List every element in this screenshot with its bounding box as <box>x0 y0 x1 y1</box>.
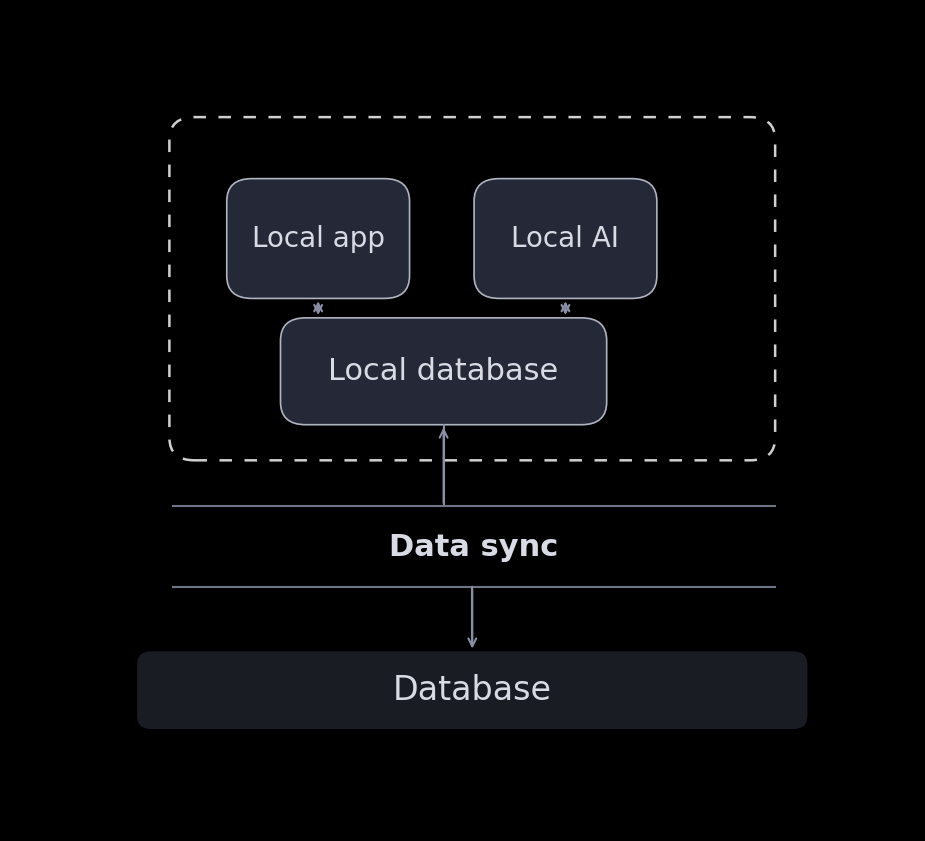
Text: Local database: Local database <box>328 357 559 386</box>
Text: Local app: Local app <box>252 225 385 252</box>
Text: Data sync: Data sync <box>389 533 559 563</box>
FancyBboxPatch shape <box>137 651 808 729</box>
Text: Database: Database <box>393 674 552 706</box>
Text: Local AI: Local AI <box>512 225 620 252</box>
FancyBboxPatch shape <box>474 178 657 299</box>
FancyBboxPatch shape <box>227 178 410 299</box>
FancyBboxPatch shape <box>280 318 607 425</box>
